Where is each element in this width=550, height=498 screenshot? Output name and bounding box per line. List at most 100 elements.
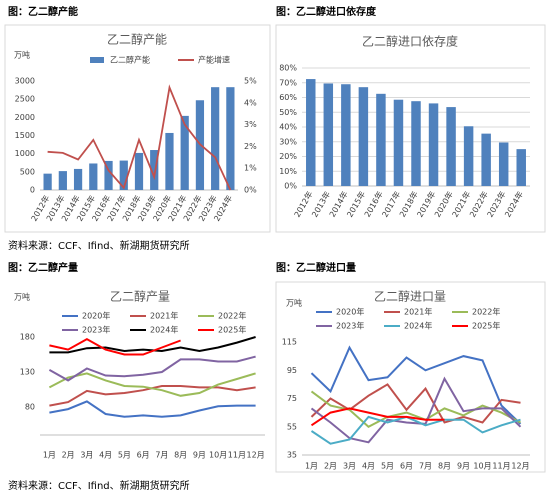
line [49,400,256,418]
y2-tick-label: 5% [244,77,257,86]
y-tick-label: 80 [25,403,35,412]
bar [89,163,98,190]
y-tick-label: 20% [279,152,297,161]
y2-tick-label: 3% [244,120,257,129]
x-tick-label: 9月 [193,451,206,460]
line [47,84,232,191]
chart-title: 乙二醇进口依存度 [362,34,458,49]
y-tick-label: 2000 [15,113,35,122]
bar [226,87,235,190]
x-tick-label: 7月 [155,451,168,460]
bar [498,142,509,186]
y-tick-label: 75 [287,394,297,403]
bar [211,87,220,190]
y2-tick-label: 1% [244,164,257,173]
legend-label: 2021年 [404,307,432,317]
legend-label: 2021年 [150,311,178,321]
bar [119,160,128,190]
x-tick-label: 2月 [62,451,75,460]
y2-tick-label: 2% [244,142,257,151]
x-tick-label: 10月 [209,451,227,460]
bar [306,79,316,186]
y-axis-label: 万吨 [14,292,30,302]
bar [358,87,369,186]
x-tick-label: 8月 [438,462,451,471]
y-axis-label: 万吨 [286,298,302,308]
line [310,415,521,445]
legend-label: 2023年 [336,321,364,331]
y-tick-label: 500 [20,167,35,176]
y-tick-label: 10% [279,167,297,176]
legend-label: 2022年 [218,311,246,321]
legend-label: 2025年 [218,325,246,335]
y2-tick-label: 0% [244,186,257,195]
y-tick-label: 1500 [15,131,35,140]
line [48,372,256,397]
bar [165,132,174,190]
bar [463,126,474,186]
x-tick-label: 4月 [362,462,375,471]
line [310,345,522,425]
source: 资料来源：CCF、Ifind、新湖期货研究所 [8,479,190,492]
x-tick-label: 10月 [473,462,491,471]
x-tick-label: 11月 [492,462,510,471]
bar [104,160,113,190]
bar [43,173,52,190]
y-tick-label: 35 [287,451,297,460]
y-tick-label: 40% [279,123,297,132]
line [310,376,522,444]
chart-title: 乙二醇产量 [110,289,170,304]
x-tick-label: 6月 [137,451,150,460]
x-tick-label: 9月 [457,462,470,471]
chart-title: 乙二醇产能 [107,32,167,47]
legend-label: 2024年 [150,325,178,335]
y-tick-label: 95 [287,366,297,375]
legend-swatch [90,57,104,63]
panel-frame [275,24,546,233]
y-tick-label: 3000 [15,77,35,86]
legend-label: 2020年 [336,307,364,317]
y-tick-label: 50% [279,108,297,117]
y-tick-label: 1000 [15,149,35,158]
x-tick-label: 12月 [511,462,529,471]
y-tick-label: 80% [279,64,297,73]
x-tick-label: 3月 [80,451,93,460]
line [48,355,256,382]
line [49,337,181,356]
y-axis-label: 万吨 [14,50,30,60]
y-tick-label: 60% [279,93,297,102]
x-tick-label: 11月 [228,451,246,460]
y-tick-label: 115 [282,338,297,347]
bar [150,150,159,190]
chart-title: 乙二醇进口量 [374,289,446,304]
bar [180,115,189,190]
legend-label: 2020年 [82,311,110,321]
legend-label: 乙二醇产能 [110,55,150,65]
panel-frame [4,24,271,233]
y-tick-label: 0 [30,186,35,195]
bar [323,83,334,186]
bar [446,107,456,186]
bar [411,101,421,186]
x-tick-label: 7月 [419,462,432,471]
x-tick-label: 2月 [324,462,337,471]
y-tick-label: 180 [20,333,35,342]
x-tick-label: 8月 [174,451,187,460]
caption: 图：乙二醇产能 [8,5,78,18]
bar [73,168,83,190]
caption: 图：乙二醇进口量 [276,261,356,274]
line [310,383,521,424]
bar [58,171,67,190]
panel-frame [275,281,546,473]
x-tick-label: 1月 [305,462,318,471]
y-tick-label: 70% [279,78,297,87]
source: 资料来源：CCF、Ifind、新湖期货研究所 [8,239,190,252]
x-tick-label: 4月 [99,451,112,460]
y-tick-label: 55 [287,422,297,431]
x-tick-label: 1月 [43,451,56,460]
bar [341,84,351,186]
legend-label: 产能增速 [198,55,230,65]
x-tick-label: 5月 [118,451,131,460]
legend-label: 2022年 [472,307,500,317]
